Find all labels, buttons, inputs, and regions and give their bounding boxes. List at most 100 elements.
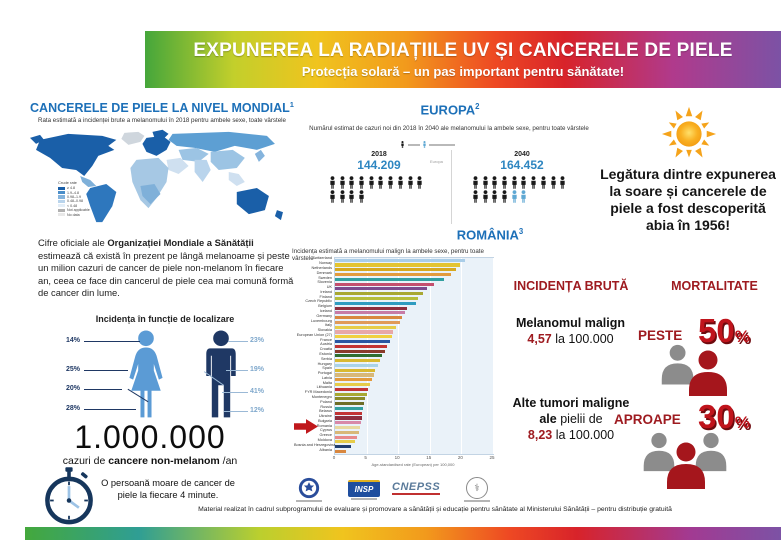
peste-percent-number: 50: [698, 312, 735, 349]
leader-line: [84, 389, 122, 390]
bar-finland: [335, 296, 419, 301]
bar-italy: [335, 325, 396, 329]
bar-norway: [335, 263, 461, 267]
world-map-graphic: [30, 129, 283, 223]
europa-pictogram-grid-2040: [471, 176, 573, 204]
person-pictogram-icon: [398, 176, 403, 189]
legend-swatch: [58, 204, 65, 208]
bar-country-label: Spain: [322, 366, 332, 371]
peste-word: PESTE: [638, 328, 683, 343]
person-pictogram-icon: [359, 176, 364, 189]
person-pictogram-icon: [512, 176, 517, 189]
bar-country-label: Luxembourg: [310, 318, 332, 323]
person-pictogram-icon: [521, 176, 527, 189]
bar-country-label: France: [320, 337, 332, 342]
bar-sweden: [335, 277, 444, 281]
bar-country-label: Italy: [325, 323, 332, 328]
person-pictogram-icon: [531, 176, 536, 189]
incidence-heading: INCIDENȚA BRUTĂ: [513, 279, 629, 293]
europa-pictogram-grid-2018: [328, 176, 430, 204]
female-figure-icon: [129, 330, 163, 418]
bar-country-label: Ireland: [320, 289, 332, 294]
bar-spain: [335, 368, 376, 372]
bar-country-label: Bosnia and Herzegovina: [294, 442, 336, 447]
other-tumors-stat: Alte tumori maligne ale pielii de 8,23 l…: [496, 396, 646, 442]
bar-country-label: Sweden: [318, 275, 332, 280]
map-legend-row: < 0.48: [58, 204, 128, 208]
bar-montenegro: [335, 397, 366, 401]
person-pictogram-icon: [340, 190, 345, 203]
x-tick-label: 15: [426, 455, 432, 460]
world-paragraph: Cifre oficiale ale Organizației Mondiale…: [38, 237, 296, 300]
mortality-heading: MORTALITATE: [671, 279, 758, 293]
bar-belgium: [335, 306, 408, 310]
europa-value-2018: 144.209: [357, 158, 401, 172]
bar-greece: [335, 435, 358, 439]
person-pictogram-icon: [349, 176, 355, 189]
male-percent-trunk: 41%: [250, 388, 265, 395]
bar-country-label: Belgium: [318, 304, 332, 309]
poster-title: EXPUNEREA LA RADIAȚIILE UV ȘI CANCERELE …: [193, 40, 733, 61]
person-pictogram-icon: [502, 176, 507, 189]
bar-lithuania: [335, 387, 369, 391]
x-tick-label: 20: [457, 455, 463, 460]
legend-label: 0.48–0.98: [67, 199, 83, 204]
bar-country-label: FYR Macedonia: [304, 390, 332, 395]
bar-czech-republic: [335, 301, 416, 305]
peste-percentage: 50%: [698, 314, 750, 347]
bar-country-label: Portugal: [317, 371, 332, 376]
million-caption: cazuri de cancere non-melanom /an: [30, 455, 270, 467]
leader-line: [224, 411, 248, 412]
million-caption-bold: cancere non-melanom: [108, 455, 220, 467]
bottom-rainbow-bar: [25, 527, 781, 540]
bar-country-label: Belarus: [319, 409, 332, 414]
bar-country-label: Moldova: [317, 438, 332, 443]
melanoma-stat: Melanomul malign 4,57 la 100.000: [498, 316, 643, 346]
bar-country-label: Norway: [319, 261, 332, 266]
bar-malta: [335, 382, 371, 387]
bar-iceland: [335, 311, 405, 315]
map-legend-title: Crude rate: [58, 180, 77, 185]
million-number: 1.000.000: [74, 419, 226, 455]
bar-romania: [335, 426, 361, 430]
person-pictogram-icon: [473, 176, 478, 189]
title-banner: EXPUNEREA LA RADIAȚIILE UV ȘI CANCERELE …: [145, 31, 781, 88]
melanoma-label: Melanomul malign: [515, 316, 626, 330]
leader-line: [222, 392, 248, 393]
legend-label: Not applicable: [67, 208, 90, 213]
bar-country-label: Lithuania: [316, 385, 332, 390]
sun-icon: [661, 106, 717, 158]
legend-label: No data: [67, 212, 80, 217]
bar-cyprus: [335, 430, 360, 434]
mortality-people-30-icon: [643, 432, 727, 489]
europa-group-2018: 2018 144.209: [325, 151, 433, 204]
legend-swatch: [58, 212, 65, 217]
aproape-word: APROAPE: [614, 412, 681, 427]
bar-netherlands: [335, 268, 457, 272]
clock-fact-text: O persoană moare de cancer de piele la f…: [101, 478, 235, 501]
world-heading-text: CANCERELE DE PIELE LA NIVEL MONDIAL: [30, 101, 290, 116]
legend-person-2018-icon: [400, 136, 406, 154]
europa-group-2040: 2040 164.452: [468, 151, 576, 204]
other-tumors-line2-rest: pielii de: [556, 412, 603, 426]
chart-gridline: [398, 258, 400, 454]
peste-percent-sign: %: [734, 327, 750, 346]
medical-emblem-logo: ⚕: [464, 477, 490, 502]
chart-gridline: [461, 258, 463, 454]
romania-highlight-arrow-icon: [294, 419, 318, 435]
caduceus-icon: ⚕: [466, 477, 488, 499]
bar-portugal: [335, 373, 374, 377]
other-tumors-line1: Alte tumori maligne: [512, 396, 630, 410]
legend-swatch: [58, 199, 65, 203]
europa-year-2018: 2018: [371, 151, 387, 158]
bar-slovakia: [335, 330, 394, 334]
melanoma-value-line: 4,57 la 100.000: [498, 332, 643, 346]
person-pictogram-icon: [359, 190, 364, 203]
person-pictogram-icon: [369, 176, 374, 189]
world-map: Crude rate ≥ 4.8 1.9–4.8 0.98–1.9 0.48–0.98…: [28, 128, 294, 232]
leader-line: [226, 370, 248, 371]
world-section-heading: CANCERELE DE PIELE LA NIVEL MONDIAL1: [22, 100, 302, 115]
romania-heading-sup: 3: [518, 227, 524, 236]
legend-label: 0.98–1.9: [67, 194, 81, 199]
